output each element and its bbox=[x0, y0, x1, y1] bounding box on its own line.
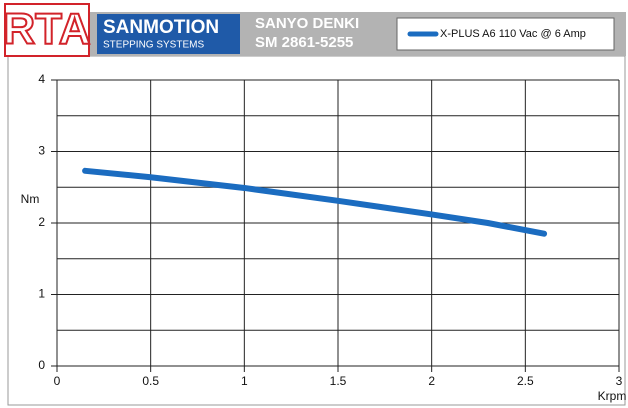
x-tick-label: 1.5 bbox=[330, 374, 347, 388]
x-tick-label: 2 bbox=[428, 374, 435, 388]
x-tick-label: 2.5 bbox=[517, 374, 534, 388]
brand-box bbox=[97, 14, 240, 54]
y-tick-label: 2 bbox=[38, 215, 45, 229]
y-tick-label: 1 bbox=[38, 287, 45, 301]
y-tick-label: 4 bbox=[38, 72, 45, 86]
legend-label: X-PLUS A6 110 Vac @ 6 Amp bbox=[440, 28, 586, 40]
x-tick-label: 0.5 bbox=[142, 374, 159, 388]
y-tick-label: 3 bbox=[38, 144, 45, 158]
x-tick-label: 3 bbox=[616, 374, 623, 388]
brand: SANMOTION bbox=[103, 17, 219, 38]
series-line bbox=[82, 167, 548, 237]
brand-sub: STEPPING SYSTEMS bbox=[103, 40, 204, 51]
y-axis-label: Nm bbox=[21, 192, 40, 206]
x-tick-label: 0 bbox=[54, 374, 61, 388]
maker: SANYO DENKI bbox=[255, 15, 359, 32]
x-tick-label: 1 bbox=[241, 374, 248, 388]
model: SM 2861-5255 bbox=[255, 34, 353, 51]
x-axis-label: Krpm bbox=[598, 389, 627, 403]
y-tick-label: 0 bbox=[38, 358, 45, 372]
logo: RTA bbox=[3, 5, 90, 54]
logo-box bbox=[4, 3, 90, 57]
